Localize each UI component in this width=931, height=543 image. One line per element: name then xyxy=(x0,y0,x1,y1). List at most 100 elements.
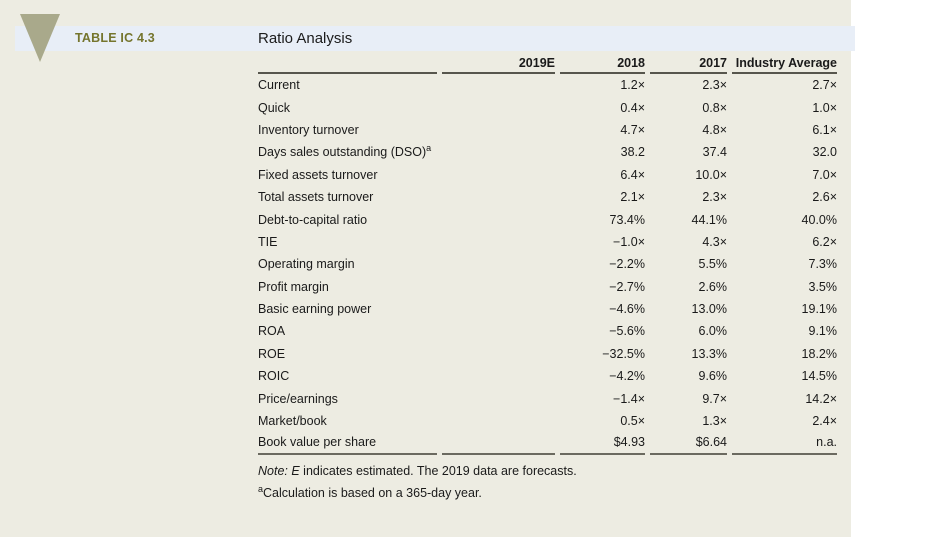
row-value: −2.2% xyxy=(609,257,645,272)
row-value: −4.6% xyxy=(609,302,645,317)
row-label: Operating margin xyxy=(258,257,355,272)
note-italic-part: Note: E xyxy=(258,464,300,478)
row-label: Total assets turnover xyxy=(258,190,374,205)
row-value: 3.5% xyxy=(808,279,838,294)
table-notes: Note: E indicates estimated. The 2019 da… xyxy=(258,461,577,504)
table-header-band xyxy=(15,26,855,51)
table-row: Total assets turnover 2.1× 2.3× 2.6× xyxy=(258,186,837,208)
table-row: Debt-to-capital ratio 73.4% 44.1% 40.0% xyxy=(258,208,837,230)
row-value xyxy=(442,96,555,118)
row-label: Basic earning power xyxy=(258,302,372,317)
row-value xyxy=(442,343,555,365)
table-row: Operating margin −2.2% 5.5% 7.3% xyxy=(258,253,837,275)
row-value: 1.0× xyxy=(812,100,837,115)
row-value xyxy=(442,432,555,455)
row-value: 32.0 xyxy=(812,145,837,160)
note-line-1: Note: E indicates estimated. The 2019 da… xyxy=(258,461,577,483)
table-row: ROA −5.6% 6.0% 9.1% xyxy=(258,320,837,342)
row-label: ROE xyxy=(258,346,286,361)
row-value: 10.0× xyxy=(695,167,727,182)
row-value: 9.6% xyxy=(698,369,728,384)
row-value xyxy=(442,298,555,320)
row-value: 7.3% xyxy=(808,257,838,272)
table-row: Fixed assets turnover 6.4× 10.0× 7.0× xyxy=(258,164,837,186)
row-value: 2.3× xyxy=(702,78,727,93)
row-value: −5.6% xyxy=(609,324,645,339)
table-row: TIE −1.0× 4.3× 6.2× xyxy=(258,231,837,253)
row-value: −2.7% xyxy=(609,279,645,294)
row-value: n.a. xyxy=(732,432,837,455)
row-value xyxy=(442,253,555,275)
row-value: 6.0% xyxy=(698,324,728,339)
row-value: $4.93 xyxy=(560,432,645,455)
row-label: Inventory turnover xyxy=(258,122,359,137)
table-row: Profit margin −2.7% 2.6% 3.5% xyxy=(258,276,837,298)
row-value: 2.7× xyxy=(812,78,837,93)
row-label: Debt-to-capital ratio xyxy=(258,212,368,227)
row-value: 2.1× xyxy=(620,190,645,205)
row-value: 4.8× xyxy=(702,122,727,137)
column-header-2019e: 2019E xyxy=(442,53,555,74)
note-superscript: a xyxy=(258,483,264,494)
row-label: Quick xyxy=(258,100,290,115)
row-value xyxy=(442,141,555,163)
row-value xyxy=(442,74,555,96)
row-value: 1.2× xyxy=(620,78,645,93)
table-body: Current 1.2× 2.3× 2.7× Quick 0.4× 0.8× 1.0× Inve… xyxy=(258,74,837,455)
row-value: 9.7× xyxy=(702,391,727,406)
row-value: −32.5% xyxy=(602,346,645,361)
column-header-2017: 2017 xyxy=(650,53,727,74)
row-value: 14.5% xyxy=(801,369,837,384)
row-value: $6.64 xyxy=(650,432,727,455)
content-panel: TABLE IC 4.3 Ratio Analysis 2019E 2018 2… xyxy=(0,0,855,537)
row-value xyxy=(442,410,555,432)
row-label-superscript: a xyxy=(426,143,432,154)
column-header-2018: 2018 xyxy=(560,53,645,74)
row-value xyxy=(442,387,555,409)
table-row: ROE −32.5% 13.3% 18.2% xyxy=(258,343,837,365)
column-header-industry-average: Industry Average xyxy=(732,53,837,74)
row-value: 2.3× xyxy=(702,190,727,205)
row-label: Price/earnings xyxy=(258,391,338,406)
row-label: Book value per share xyxy=(258,432,437,455)
table-row: Market/book 0.5× 1.3× 2.4× xyxy=(258,410,837,432)
row-value xyxy=(442,119,555,141)
table-row: Price/earnings −1.4× 9.7× 14.2× xyxy=(258,387,837,409)
row-label: Fixed assets turnover xyxy=(258,167,378,182)
row-value xyxy=(442,186,555,208)
header-row: 2019E 2018 2017 Industry Average xyxy=(258,53,837,74)
row-value xyxy=(442,208,555,230)
row-value: 0.5× xyxy=(620,414,645,429)
row-value: 2.6× xyxy=(812,190,837,205)
row-value: 38.2 xyxy=(620,145,645,160)
row-value: 4.3× xyxy=(702,234,727,249)
row-label: Profit margin xyxy=(258,279,329,294)
row-value: 9.1% xyxy=(808,324,838,339)
table-row: Current 1.2× 2.3× 2.7× xyxy=(258,74,837,96)
note-rest-part: indicates estimated. The 2019 data are f… xyxy=(299,464,577,478)
row-value: −1.0× xyxy=(613,234,645,249)
row-label: ROA xyxy=(258,324,286,339)
table-row: ROIC −4.2% 9.6% 14.5% xyxy=(258,365,837,387)
row-value: 5.5% xyxy=(698,257,728,272)
row-value: −1.4× xyxy=(613,391,645,406)
row-value: 6.1× xyxy=(812,122,837,137)
row-label: Current xyxy=(258,78,300,93)
table-row: Basic earning power −4.6% 13.0% 19.1% xyxy=(258,298,837,320)
row-value xyxy=(442,231,555,253)
column-header-blank xyxy=(258,53,437,74)
row-value: 19.1% xyxy=(801,302,837,317)
row-value: 14.2× xyxy=(805,391,837,406)
table-row: Inventory turnover 4.7× 4.8× 6.1× xyxy=(258,119,837,141)
table-number-label: TABLE IC 4.3 xyxy=(75,31,155,45)
row-value: 1.3× xyxy=(702,414,727,429)
row-value: 18.2% xyxy=(801,346,837,361)
row-value: 73.4% xyxy=(609,212,645,227)
row-value: 40.0% xyxy=(801,212,837,227)
row-value: 6.2× xyxy=(812,234,837,249)
table-row: Quick 0.4× 0.8× 1.0× xyxy=(258,96,837,118)
row-value xyxy=(442,164,555,186)
row-value xyxy=(442,320,555,342)
ratio-analysis-table: 2019E 2018 2017 Industry Average Current… xyxy=(253,53,842,455)
